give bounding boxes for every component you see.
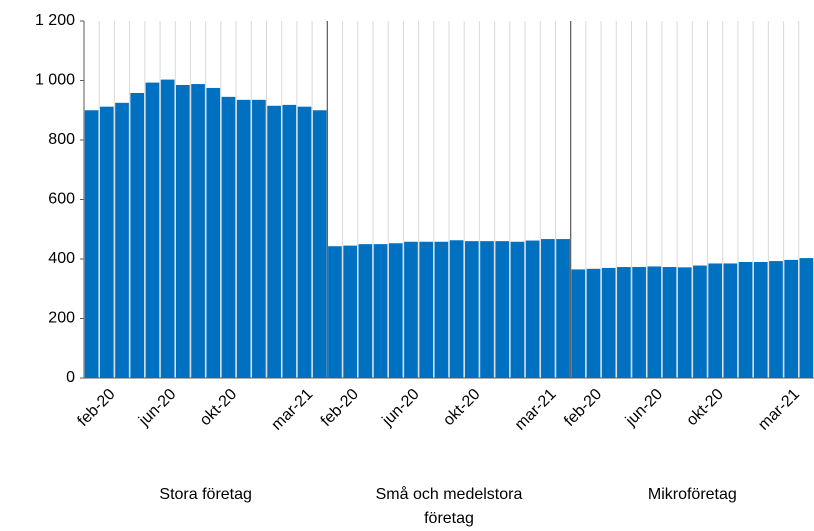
bar: [343, 245, 357, 378]
bar: [176, 84, 190, 379]
y-tick-label: 1 200: [35, 12, 75, 29]
y-tick-label: 200: [48, 310, 75, 327]
y-tick-label: 0: [66, 369, 75, 386]
bar: [753, 261, 768, 378]
bar: [510, 241, 525, 378]
bar: [115, 102, 129, 378]
y-tick-label: 800: [48, 131, 75, 148]
bar: [617, 267, 631, 378]
bar: [769, 261, 783, 378]
x-tick-label: okt-20: [683, 386, 727, 430]
bar: [252, 99, 266, 379]
bar: [632, 267, 646, 378]
group-label: Små och medelstora företag: [375, 486, 523, 527]
bar: [601, 267, 616, 378]
bar: [191, 84, 205, 378]
x-tick-label: feb-20: [318, 386, 362, 430]
bar: [647, 266, 662, 378]
bar: [541, 239, 555, 378]
bar: [373, 244, 388, 378]
bar: [358, 244, 373, 378]
bar: [328, 246, 342, 378]
x-tick-label: mar-21: [268, 386, 316, 434]
bar: [419, 241, 434, 378]
bar: [693, 265, 707, 378]
bar: [449, 240, 464, 378]
bar: [206, 87, 221, 378]
bar: [297, 106, 312, 379]
x-tick-label: jun-20: [135, 386, 179, 430]
bar: [784, 259, 799, 378]
x-tick-label: feb-20: [75, 386, 119, 430]
x-tick-label: jun-20: [622, 386, 666, 430]
x-tick-label: mar-21: [512, 386, 560, 434]
bar: [708, 263, 722, 378]
bar: [221, 96, 236, 379]
bar: [738, 261, 753, 378]
bar: [677, 267, 692, 378]
x-tick-label: jun-20: [379, 386, 423, 430]
bar: [130, 92, 145, 379]
y-tick-label: 400: [48, 250, 75, 267]
bar: [99, 106, 114, 379]
bar: [267, 105, 281, 378]
bar: [388, 243, 403, 378]
bar: [662, 267, 677, 378]
y-tick-label: 600: [48, 191, 75, 208]
x-tick-label: okt-20: [197, 386, 241, 430]
bar: [525, 240, 540, 378]
bar: [434, 241, 449, 378]
bar: [556, 239, 570, 378]
bar: [586, 268, 601, 378]
bar: [799, 258, 814, 378]
bar: [84, 110, 99, 378]
bar: [160, 79, 175, 379]
x-tick-label: feb-20: [561, 386, 605, 430]
bar: [404, 241, 418, 378]
bar: [480, 241, 494, 378]
bar: [571, 269, 586, 378]
bar: [723, 263, 738, 378]
bar: [145, 82, 160, 379]
x-tick-label: okt-20: [440, 386, 484, 430]
bar: [495, 241, 510, 378]
bar: [312, 110, 327, 378]
group-label: Mikroföretag: [647, 486, 737, 503]
group-label: Stora företag: [159, 486, 252, 503]
bar: [464, 241, 479, 378]
bar: [282, 104, 297, 379]
y-tick-label: 1 000: [35, 72, 75, 89]
bar: [236, 99, 251, 379]
x-tick-label: mar-21: [755, 386, 803, 434]
